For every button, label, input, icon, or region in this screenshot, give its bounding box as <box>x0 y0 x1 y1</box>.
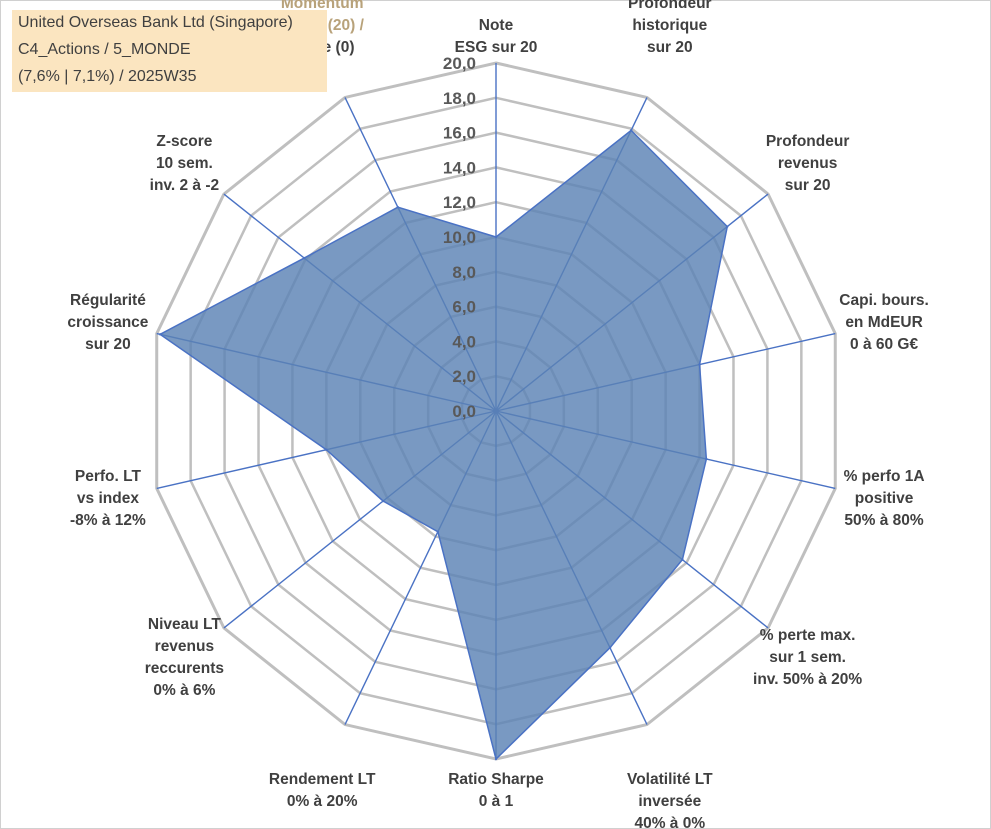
info-portfolio: C4_Actions / 5_MONDE <box>18 41 191 58</box>
tick-label: 8,0 <box>452 263 476 282</box>
tick-label: 4,0 <box>452 332 476 351</box>
data-point <box>705 457 708 461</box>
category-label: Rendement LT 0% à 20% <box>269 771 376 810</box>
category-label: Ratio Sharpe 0 à 1 <box>448 771 544 810</box>
data-point <box>396 206 400 209</box>
data-point <box>681 558 684 561</box>
info-period: (7,6% | 7,1%) / 2025W35 <box>18 68 197 85</box>
category-label: % perte max. sur 1 sem. inv. 50% à 20% <box>753 627 862 688</box>
info-title: United Overseas Bank Ltd (Singapore) <box>18 14 293 31</box>
data-point <box>325 448 328 451</box>
tick-label: 10,0 <box>443 228 476 247</box>
data-series-area <box>158 129 729 761</box>
data-point <box>302 256 306 260</box>
data-point <box>608 646 612 649</box>
category-label: Profondeur revenus sur 20 <box>766 133 850 194</box>
data-point <box>381 499 385 503</box>
category-label: % perfo 1A positive 50% à 80% <box>844 468 925 529</box>
tick-label: 6,0 <box>452 298 476 317</box>
data-point <box>494 235 498 239</box>
data-point <box>494 757 498 761</box>
category-label: Capi. bours. en MdEUR 0 à 60 G€ <box>839 292 929 353</box>
data-point <box>436 530 440 533</box>
tick-label: 14,0 <box>443 158 476 177</box>
tick-label: 12,0 <box>443 193 476 212</box>
category-label: Régularité croissance sur 20 <box>67 292 148 353</box>
data-point <box>698 363 701 366</box>
category-label: Perfo. LT vs index -8% à 12% <box>70 468 146 529</box>
category-label: Niveau LT revenus reccurents 0% à 6% <box>145 616 224 699</box>
tick-label: 16,0 <box>443 124 476 143</box>
data-point <box>629 129 633 132</box>
tick-label: 2,0 <box>452 367 476 386</box>
data-point <box>726 225 729 228</box>
category-label: Volatilité LT inversée 40% à 0% <box>627 771 713 829</box>
category-label: Note ESG sur 20 <box>455 17 538 56</box>
info-box: United Overseas Bank Ltd (Singapore) C4_… <box>12 10 327 92</box>
tick-label: 18,0 <box>443 89 476 108</box>
category-label: Z-score 10 sem. inv. 2 à -2 <box>150 133 220 194</box>
category-label: Profondeur historique sur 20 <box>628 0 712 56</box>
data-point <box>158 333 162 336</box>
tick-label: 20,0 <box>443 54 476 73</box>
tick-label: 0,0 <box>452 402 476 421</box>
